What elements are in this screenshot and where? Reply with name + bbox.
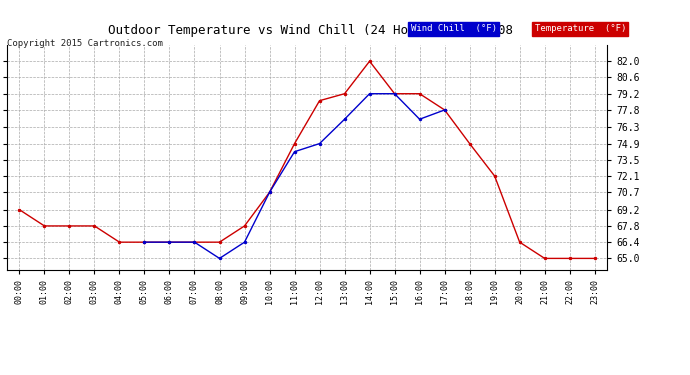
Text: Temperature  (°F): Temperature (°F) [535, 24, 626, 33]
Text: Wind Chill  (°F): Wind Chill (°F) [411, 24, 497, 33]
Text: Outdoor Temperature vs Wind Chill (24 Hours)  20150508: Outdoor Temperature vs Wind Chill (24 Ho… [108, 24, 513, 38]
Text: Copyright 2015 Cartronics.com: Copyright 2015 Cartronics.com [7, 39, 163, 48]
